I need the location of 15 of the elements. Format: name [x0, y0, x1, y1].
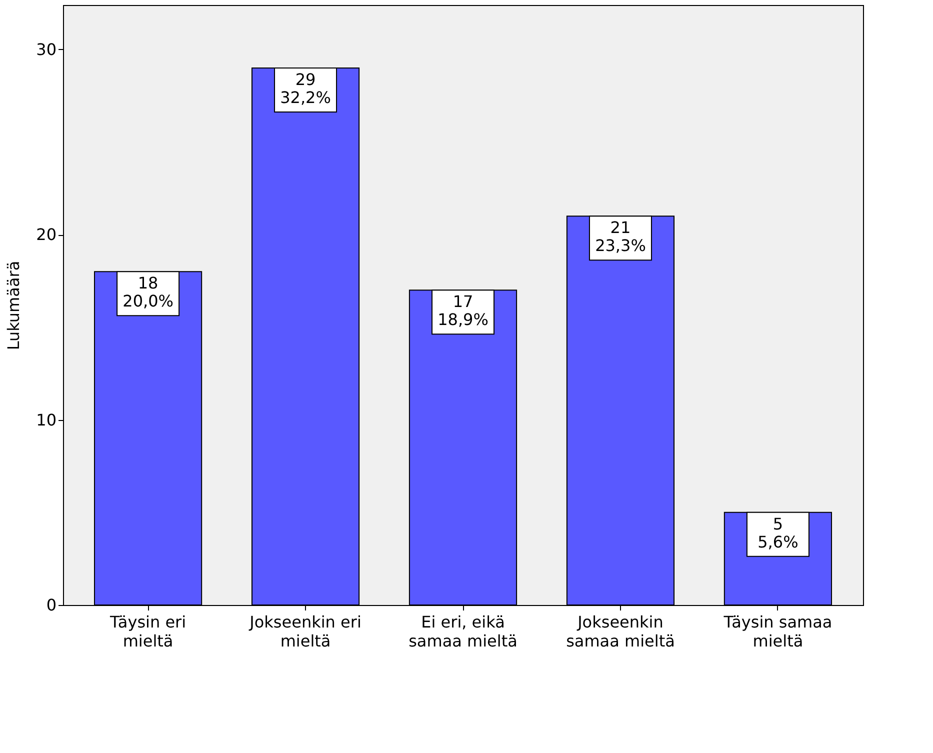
x-tick-label: Jokseenkin samaa mieltä	[566, 612, 675, 650]
y-tick-label: 10	[36, 410, 56, 430]
data-label: 29 32,2%	[280, 70, 331, 107]
data-label: 17 18,9%	[438, 292, 488, 330]
y-tick-label: 30	[36, 40, 56, 59]
data-label: 5 5,6%	[758, 514, 798, 552]
data-label: 18 20,0%	[122, 274, 174, 311]
x-tick-label: Ei eri, eikä samaa mieltä	[408, 612, 518, 650]
y-axis-title: Lukumäärä	[4, 260, 24, 350]
y-tick-label: 20	[36, 225, 56, 244]
x-tick-label: Täysin eri mieltä	[109, 612, 186, 650]
x-tick-label: Jokseenkin eri mieltä	[248, 612, 362, 650]
y-tick-label: 0	[46, 596, 56, 614]
data-label: 21 23,3%	[595, 218, 646, 256]
x-tick-label: Täysin samaa mieltä	[722, 612, 832, 650]
